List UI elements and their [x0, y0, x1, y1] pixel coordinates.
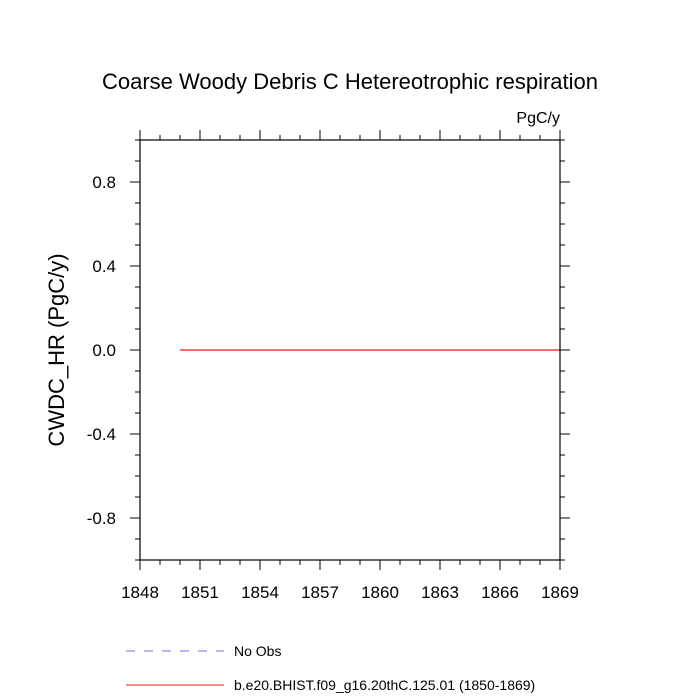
x-tick-label: 1854 [241, 583, 279, 602]
x-tick-label: 1851 [181, 583, 219, 602]
units-label: PgC/y [516, 110, 560, 127]
y-tick-label: 0.4 [92, 257, 116, 276]
y-tick-label: -0.4 [87, 425, 116, 444]
legend-label: No Obs [234, 643, 281, 659]
x-tick-label: 1848 [121, 583, 159, 602]
plot-frame [139, 139, 561, 561]
ticks [130, 130, 570, 570]
legend-label: b.e20.BHIST.f09_g16.20thC.125.01 (1850-1… [234, 677, 535, 693]
x-tick-label: 1869 [541, 583, 579, 602]
y-tick-labels: -0.8 -0.4 0.0 0.4 0.8 [87, 173, 116, 528]
chart-title: Coarse Woody Debris C Hetereotrophic res… [102, 69, 598, 94]
x-tick-label: 1857 [301, 583, 339, 602]
y-tick-label: 0.8 [92, 173, 116, 192]
x-tick-label: 1860 [361, 583, 399, 602]
y-tick-label: -0.8 [87, 509, 116, 528]
y-tick-label: 0.0 [92, 341, 116, 360]
x-tick-labels: 1848 1851 1854 1857 1860 1863 1866 1869 [121, 583, 579, 602]
y-axis-title: CWDC_HR (PgC/y) [44, 253, 69, 446]
x-tick-label: 1866 [481, 583, 519, 602]
legend: No Obs b.e20.BHIST.f09_g16.20thC.125.01 (… [126, 643, 535, 693]
x-tick-label: 1863 [421, 583, 459, 602]
